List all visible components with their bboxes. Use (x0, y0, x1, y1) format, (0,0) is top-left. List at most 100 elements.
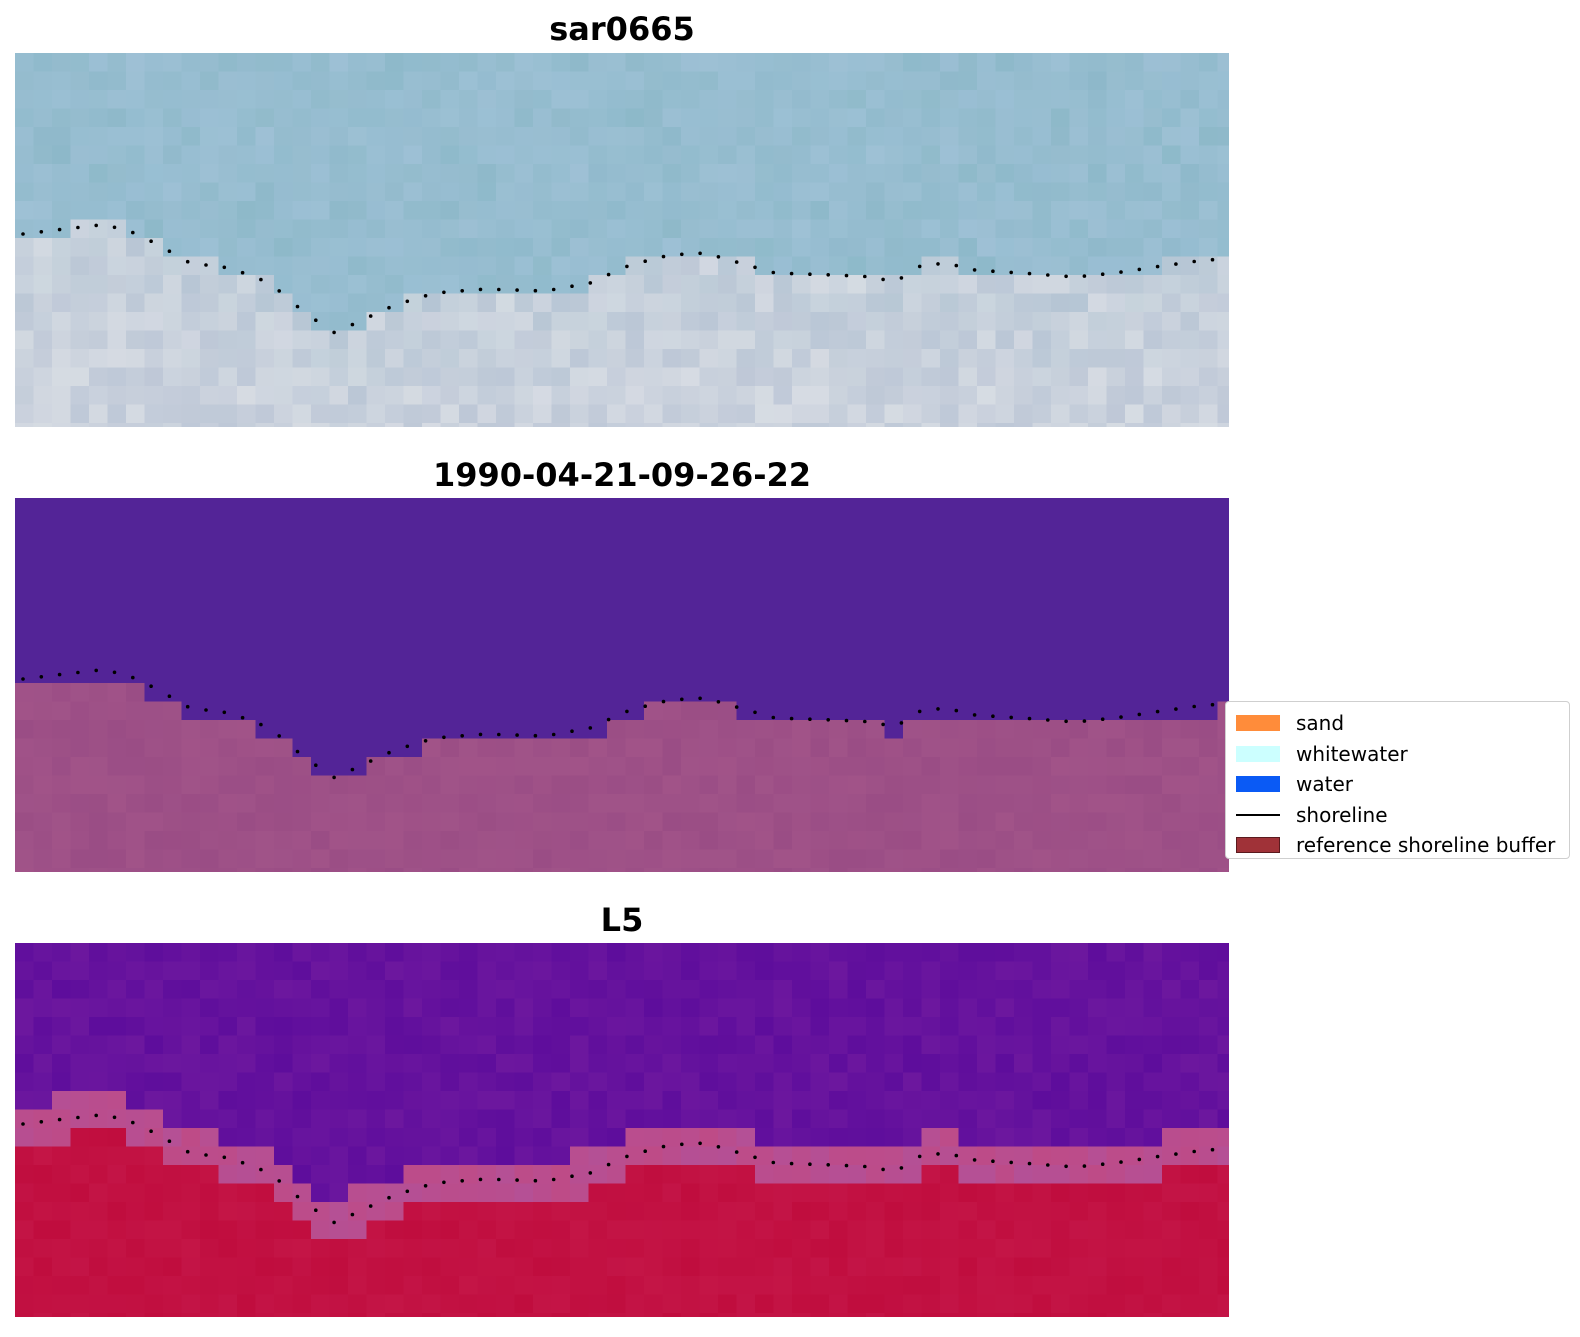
shoreline-point (551, 732, 556, 737)
shoreline-point (240, 1160, 245, 1165)
legend-label-shoreline: shoreline (1296, 802, 1388, 827)
shoreline-point (936, 262, 940, 266)
shoreline-point (1027, 1161, 1032, 1166)
shoreline-point (680, 1142, 684, 1147)
shoreline-point (661, 699, 666, 704)
shoreline-point (387, 750, 391, 755)
shoreline-point (917, 264, 922, 269)
shoreline-point (478, 1177, 483, 1182)
shoreline-point (387, 1195, 391, 1200)
shoreline-point (460, 734, 465, 738)
shoreline-point (350, 1212, 355, 1217)
shoreline-point (1100, 717, 1105, 721)
shoreline-point (533, 288, 538, 293)
legend-item-water: water (1234, 769, 1561, 800)
shoreline-point (76, 225, 80, 230)
shoreline-point (423, 1184, 428, 1188)
index-image (15, 943, 1229, 1317)
classified-image-panel (15, 498, 1229, 872)
shoreline-point (131, 1120, 135, 1125)
shoreline-point (1210, 1147, 1215, 1152)
shoreline-point (1046, 1163, 1050, 1167)
shoreline-point (405, 299, 410, 304)
shoreline-point (57, 672, 62, 677)
shoreline-point (625, 709, 629, 714)
shoreline-point (771, 270, 776, 275)
index-image-panel (15, 943, 1229, 1317)
shoreline-point (277, 734, 282, 738)
shoreline-point (368, 1204, 373, 1208)
shoreline-point (716, 700, 721, 704)
shoreline-point (1192, 704, 1196, 709)
shoreline-point (588, 281, 593, 285)
shoreline-point (917, 1154, 922, 1159)
shoreline-point (1064, 1164, 1068, 1169)
shoreline-point (1137, 712, 1142, 717)
shoreline-point (1027, 716, 1032, 721)
shoreline-point (643, 259, 647, 263)
shoreline-point (863, 719, 867, 724)
shoreline-point (149, 1129, 153, 1133)
panel-title-3: L5 (600, 901, 644, 939)
shoreline-point (533, 733, 538, 738)
shoreline-point (1082, 274, 1087, 278)
shoreline-point (350, 767, 355, 772)
legend: sand whitewater water shoreline referenc… (1225, 701, 1570, 859)
shoreline-point (39, 675, 44, 679)
shoreline-point (497, 287, 501, 292)
shoreline-point (259, 722, 263, 727)
shoreline-point (442, 1180, 446, 1185)
shoreline-point (844, 718, 849, 723)
shoreline-point (460, 289, 465, 293)
shoreline-point (94, 223, 98, 228)
shoreline-point (899, 1166, 904, 1170)
shoreline-point (460, 1179, 465, 1183)
shoreline-point (204, 708, 208, 712)
legend-swatch-water (1236, 776, 1280, 793)
shoreline-point (808, 1162, 812, 1166)
shoreline-point (1009, 270, 1013, 275)
shoreline-point (844, 273, 849, 278)
shoreline-point (423, 739, 428, 743)
shoreline-point (240, 715, 245, 720)
shoreline-point (295, 749, 300, 754)
shoreline-point (570, 1174, 574, 1178)
legend-label-water: water (1296, 772, 1353, 797)
shoreline-point (1137, 267, 1142, 272)
shoreline-point (606, 1162, 611, 1167)
classified-pixels (15, 498, 1229, 872)
shoreline-point (808, 717, 812, 721)
shoreline-point (442, 290, 446, 295)
shoreline-point (332, 1220, 336, 1225)
shoreline-point (1174, 1152, 1178, 1156)
rgb-pixels (15, 53, 1229, 427)
shoreline-point (1210, 702, 1215, 707)
shoreline-point (1027, 271, 1032, 276)
shoreline-point (881, 1167, 885, 1172)
shoreline-point (1155, 709, 1160, 714)
shoreline-point (1009, 715, 1013, 720)
legend-item-reference-buffer: reference shoreline buffer (1234, 830, 1561, 861)
shoreline-point (588, 1171, 593, 1175)
shoreline-point (881, 277, 885, 282)
shoreline-point (515, 288, 519, 292)
shoreline-point (972, 268, 977, 272)
shoreline-point (332, 775, 336, 780)
shoreline-point (21, 232, 25, 236)
shoreline-point (222, 265, 227, 270)
legend-swatch-whitewater (1236, 745, 1280, 762)
shoreline-point (76, 670, 80, 675)
shoreline-point (753, 265, 757, 270)
shoreline-point (826, 1163, 830, 1167)
shoreline-point (185, 259, 190, 264)
shoreline-point (1155, 1154, 1160, 1159)
shoreline-point (497, 1177, 501, 1182)
shoreline-point (936, 1152, 940, 1156)
shoreline-point (1155, 264, 1160, 269)
shoreline-point (1174, 707, 1178, 711)
shoreline-point (533, 1178, 538, 1183)
legend-item-whitewater: whitewater (1234, 739, 1561, 770)
shoreline-point (21, 677, 25, 681)
shoreline-point (185, 1149, 190, 1154)
shoreline-point (1137, 1157, 1142, 1162)
